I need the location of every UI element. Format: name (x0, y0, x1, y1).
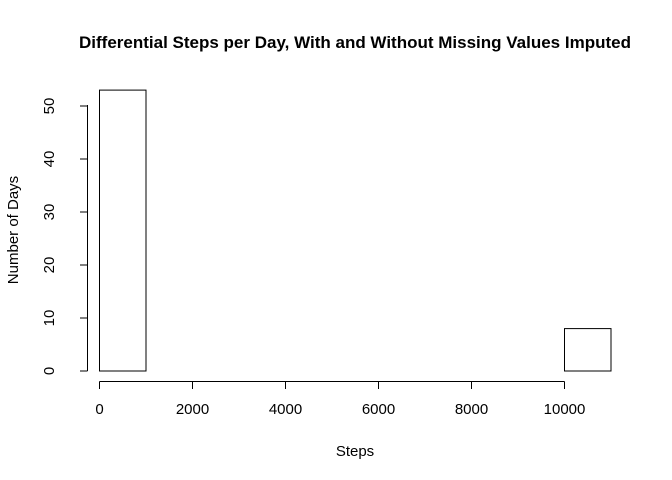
x-axis: 0 2000 4000 6000 8000 10000 (95, 381, 586, 418)
y-tick-label-2: 20 (41, 257, 58, 274)
histogram-bar-0 (99, 89, 147, 372)
y-tick-label-1: 10 (41, 310, 58, 327)
y-axis: 0 10 20 30 40 50 (41, 98, 88, 375)
histogram-bar-10 (564, 328, 612, 372)
chart-title: Differential Steps per Day, With and Wit… (79, 33, 631, 52)
bars-group (99, 89, 612, 372)
y-tick-label-0: 0 (41, 367, 58, 375)
y-axis-label: Number of Days (5, 176, 22, 284)
y-tick-label-4: 40 (41, 151, 58, 168)
x-tick-label-0: 0 (95, 401, 103, 418)
x-axis-label: Steps (336, 443, 374, 460)
x-tick-label-2: 4000 (269, 401, 302, 418)
x-tick-label-5: 10000 (544, 401, 586, 418)
x-tick-label-4: 8000 (455, 401, 488, 418)
x-tick-label-1: 2000 (176, 401, 209, 418)
y-tick-label-3: 30 (41, 204, 58, 221)
x-tick-label-3: 6000 (362, 401, 395, 418)
y-tick-label-5: 50 (41, 98, 58, 115)
